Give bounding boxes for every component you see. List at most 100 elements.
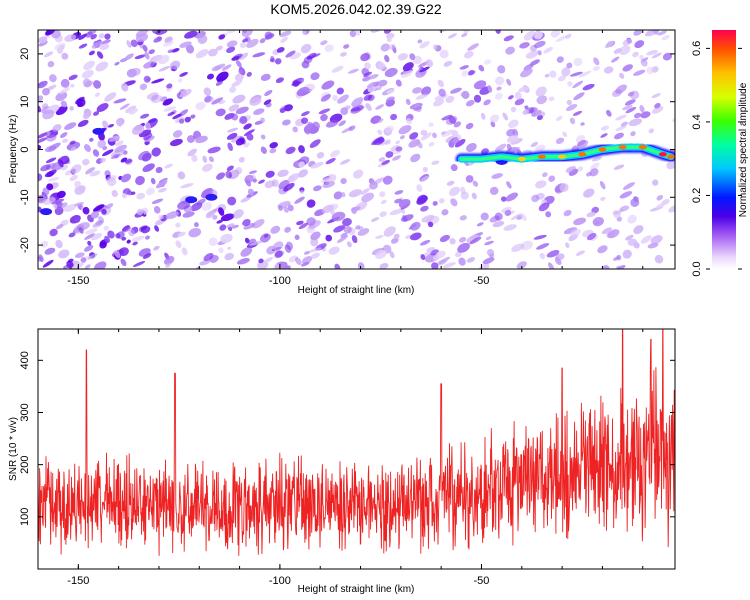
noise-blob bbox=[332, 94, 339, 102]
noise-blob bbox=[613, 48, 622, 54]
noise-blob bbox=[425, 59, 434, 68]
noise-blob bbox=[459, 215, 467, 221]
noise-blob bbox=[92, 222, 103, 228]
noise-blob bbox=[42, 109, 55, 120]
noise-blob bbox=[283, 206, 289, 213]
noise-blob bbox=[158, 65, 171, 72]
signal-peak bbox=[598, 147, 607, 152]
noise-blob bbox=[394, 190, 404, 195]
noise-blob bbox=[269, 148, 277, 154]
noise-blob bbox=[484, 240, 494, 246]
noise-blob bbox=[278, 205, 283, 211]
noise-blob bbox=[56, 190, 66, 199]
noise-blob bbox=[464, 50, 474, 59]
noise-blob bbox=[373, 115, 380, 122]
noise-blob bbox=[457, 134, 462, 140]
noise-blob bbox=[92, 204, 105, 212]
spectrogram-y-tick-label: -10 bbox=[19, 189, 31, 205]
noise-blob bbox=[309, 139, 321, 148]
noise-blob bbox=[511, 243, 525, 252]
noise-blob bbox=[74, 185, 86, 195]
noise-blob bbox=[284, 104, 293, 112]
noise-blob bbox=[120, 83, 129, 92]
noise-blob bbox=[89, 137, 94, 142]
noise-blob bbox=[340, 177, 347, 185]
noise-blob bbox=[90, 33, 97, 40]
noise-blob bbox=[270, 225, 281, 234]
noise-blob bbox=[75, 96, 85, 105]
noise-blob bbox=[590, 162, 600, 171]
noise-blob bbox=[523, 31, 536, 41]
noise-blob bbox=[472, 180, 479, 187]
noise-blob bbox=[184, 30, 198, 39]
noise-blob bbox=[143, 61, 155, 69]
noise-blob bbox=[61, 52, 69, 60]
noise-blob bbox=[77, 102, 84, 107]
noise-blob bbox=[135, 175, 145, 186]
noise-blob bbox=[247, 188, 255, 196]
noise-blob bbox=[405, 235, 412, 239]
noise-blob bbox=[300, 261, 310, 267]
noise-blob bbox=[38, 80, 48, 89]
noise-blob bbox=[342, 218, 352, 227]
noise-blob bbox=[269, 58, 275, 63]
noise-blob bbox=[328, 246, 340, 255]
noise-blob bbox=[56, 47, 64, 54]
noise-blob bbox=[74, 252, 85, 258]
noise-blob bbox=[208, 48, 218, 57]
noise-blob bbox=[84, 144, 91, 152]
noise-blob bbox=[226, 30, 237, 34]
noise-blob bbox=[405, 98, 411, 106]
noise-blob bbox=[227, 142, 233, 152]
noise-blob bbox=[346, 241, 352, 248]
noise-blob bbox=[563, 227, 578, 235]
noise-blob bbox=[131, 235, 145, 242]
noise-blob bbox=[292, 80, 300, 87]
noise-blob bbox=[383, 175, 393, 185]
noise-blob bbox=[334, 263, 341, 269]
noise-blob bbox=[316, 152, 325, 159]
noise-blob bbox=[480, 212, 489, 221]
noise-blob bbox=[203, 252, 214, 262]
noise-blob bbox=[559, 183, 569, 192]
noise-blob bbox=[520, 213, 527, 222]
noise-blob bbox=[242, 38, 249, 43]
noise-blob bbox=[514, 91, 522, 100]
noise-blob bbox=[457, 242, 470, 253]
spectrogram-y-label: Frequency (Hz) bbox=[8, 115, 19, 184]
noise-blob bbox=[302, 30, 307, 35]
snr-frame bbox=[37, 328, 676, 570]
noise-blob bbox=[134, 54, 146, 60]
noise-blob bbox=[243, 123, 252, 130]
noise-blob bbox=[114, 250, 121, 259]
spectrogram-x-tick-label: -100 bbox=[269, 275, 291, 287]
snr-y-tick-label: 300 bbox=[19, 403, 31, 421]
spectrogram-y-tick-label: 20 bbox=[19, 48, 31, 60]
noise-blob bbox=[114, 140, 124, 147]
noise-blob bbox=[589, 168, 599, 177]
noise-blob bbox=[572, 110, 583, 116]
noise-blob bbox=[622, 38, 632, 46]
noise-blob bbox=[264, 257, 273, 263]
noise-blob bbox=[554, 257, 562, 265]
noise-blob bbox=[397, 53, 408, 61]
noise-blob bbox=[494, 212, 503, 221]
noise-blob bbox=[600, 125, 610, 131]
spectrogram-x-ticks: -150 -100 -50 bbox=[37, 30, 644, 287]
noise-blob bbox=[385, 151, 394, 158]
noise-blob bbox=[555, 137, 565, 144]
noise-blob bbox=[240, 196, 252, 203]
noise-blob bbox=[89, 170, 101, 177]
noise-blob bbox=[556, 115, 563, 122]
noise-blob bbox=[121, 226, 131, 233]
noise-blob bbox=[365, 103, 372, 111]
noise-blob bbox=[393, 233, 400, 239]
noise-blob bbox=[294, 196, 305, 204]
noise-blob bbox=[238, 156, 245, 163]
noise-blob bbox=[231, 113, 239, 121]
noise-blob bbox=[140, 226, 151, 234]
noise-blob bbox=[64, 122, 77, 130]
noise-blob bbox=[122, 188, 131, 195]
noise-blob bbox=[272, 241, 284, 251]
noise-blob bbox=[242, 218, 251, 227]
